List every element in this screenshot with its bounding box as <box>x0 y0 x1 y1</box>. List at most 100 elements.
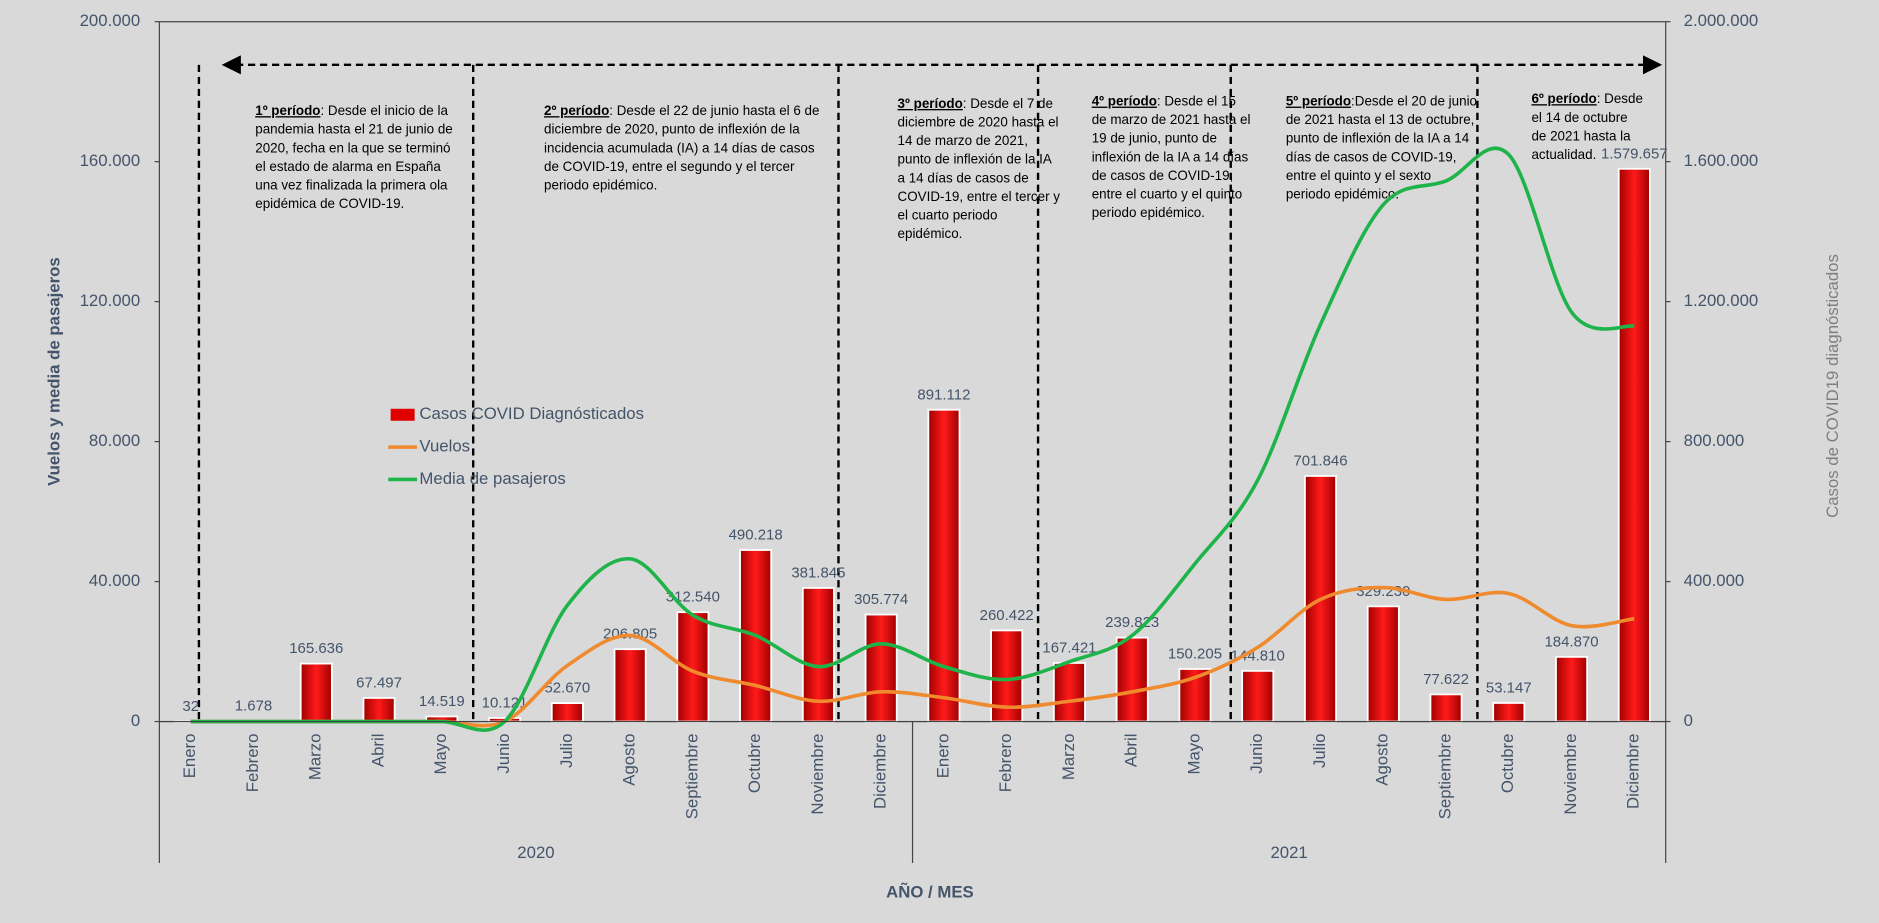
annotation-label: 2º período <box>544 103 609 118</box>
x-tick-label: Agosto <box>1373 734 1392 786</box>
data-label: 305.774 <box>854 591 908 608</box>
annotation-text: : Desde <box>1597 91 1643 106</box>
annotation-line: diciembre de 2020, punto de inflexión de… <box>544 122 800 137</box>
x-tick-label: Febrero <box>243 734 262 793</box>
x-tick-label: Abril <box>1122 734 1141 768</box>
y-tick-label: 80.000 <box>89 431 140 450</box>
y2-tick-label: 1.200.000 <box>1684 291 1759 310</box>
data-label: 144.810 <box>1231 647 1285 664</box>
x-tick-label: Abril <box>368 734 387 768</box>
data-label: 184.870 <box>1544 633 1598 650</box>
annotation-line: COVID-19, entre el tercer y <box>898 189 1061 204</box>
x-tick-label: Noviembre <box>808 734 827 815</box>
annotation-line: una vez finalizada la primera ola <box>255 177 448 192</box>
x-axis-label: AÑO / MES <box>886 881 974 901</box>
legend-swatch <box>390 408 415 421</box>
annotation-line: de casos de COVID-19, <box>1092 168 1234 183</box>
annotation-line: de COVID-19, entre el segundo y el terce… <box>544 159 795 174</box>
y2-axis-label: Casos de COVID19 diagnósticados <box>1823 254 1842 518</box>
annotation-line: el 14 de octubre <box>1531 110 1627 125</box>
x-tick-label: Enero <box>933 734 952 779</box>
annotation-line: periodo epidémico. <box>544 177 657 192</box>
annotation-line: el estado de alarma en España <box>255 159 441 174</box>
x-tick-label: Mayo <box>431 734 450 775</box>
annotation-line: punto de inflexión de la IA <box>898 152 1052 167</box>
x-tick-label: Julio <box>557 734 576 768</box>
year-label: 2020 <box>517 843 554 862</box>
annotation-line: periodo epidémico. <box>1092 205 1205 220</box>
annotation-line: pandemia hasta el 21 de junio de <box>255 122 453 137</box>
bar <box>1555 655 1589 723</box>
bar <box>927 408 961 723</box>
bar <box>613 648 647 723</box>
x-tick-label: Noviembre <box>1561 734 1580 815</box>
x-tick-label: Agosto <box>620 734 639 786</box>
annotation-line: de 2021 hasta la <box>1531 128 1631 143</box>
data-label: 260.422 <box>980 607 1034 624</box>
annotation-line: incidencia acumulada (IA) a 14 días de c… <box>544 140 815 155</box>
bar <box>1492 702 1526 723</box>
y-tick-label: 160.000 <box>80 151 141 170</box>
x-tick-label: Marzo <box>1059 734 1078 781</box>
annotation-line: 2020, fecha en la que se terminó <box>255 140 450 155</box>
line <box>190 585 1635 728</box>
annotation-text: :Desde el 20 de junio <box>1351 94 1477 109</box>
annotation-label: 1º período <box>255 103 320 118</box>
y-tick-label: 0 <box>131 711 140 730</box>
y-tick-label: 120.000 <box>80 291 141 310</box>
data-label: 77.622 <box>1423 671 1469 688</box>
x-tick-label: Octubre <box>745 734 764 794</box>
annotation-text: : Desde el 7 de <box>963 96 1053 111</box>
annotation-text: : Desde el 15 <box>1157 94 1236 109</box>
annotation-label: 6º período <box>1531 91 1596 106</box>
annotation-text: : Desde el 22 de junio hasta el 6 de <box>609 103 819 118</box>
data-label: 1.678 <box>235 698 272 715</box>
bar <box>1617 167 1651 723</box>
data-label: 701.846 <box>1293 453 1347 470</box>
annotation-line: inflexión de la IA a 14 días <box>1092 149 1249 164</box>
y-tick-label: 200.000 <box>80 11 141 30</box>
annotation-line: 5º período:Desde el 20 de junio <box>1286 94 1477 109</box>
x-tick-label: Junio <box>1247 734 1266 774</box>
annotation-line: 1º período: Desde el inicio de la <box>255 103 448 118</box>
x-tick-label: Septiembre <box>682 734 701 820</box>
bar <box>1241 669 1275 723</box>
y-tick-label: 40.000 <box>89 571 140 590</box>
year-label: 2021 <box>1270 843 1307 862</box>
annotation-line: 4º período: Desde el 15 <box>1092 94 1236 109</box>
legend-label: Vuelos <box>419 437 470 456</box>
x-tick-label: Diciembre <box>1624 734 1643 809</box>
bar <box>1052 662 1086 723</box>
line <box>190 146 1635 732</box>
data-label: 1.579.657 <box>1601 145 1668 162</box>
x-tick-label: Junio <box>494 734 513 774</box>
bar <box>1429 693 1463 723</box>
x-tick-label: Octubre <box>1498 734 1517 794</box>
bar <box>1115 636 1149 723</box>
bar <box>362 697 396 723</box>
x-tick-label: Mayo <box>1184 734 1203 775</box>
annotation-line: de marzo de 2021 hasta el <box>1092 112 1251 127</box>
annotation-line: periodo epidémico. <box>1286 186 1399 201</box>
bar <box>864 613 898 723</box>
y2-tick-label: 0 <box>1684 711 1693 730</box>
annotation-label: 4º período <box>1092 94 1157 109</box>
data-label: 52.670 <box>544 680 590 697</box>
legend-label: Media de pasajeros <box>419 469 565 488</box>
annotation-line: punto de inflexión de la IA a 14 <box>1286 131 1470 146</box>
annotation-line: de 2021 hasta el 13 de octubre, <box>1286 112 1475 127</box>
annotation-line: días de casos de COVID-19, <box>1286 149 1457 164</box>
y2-tick-label: 400.000 <box>1684 571 1745 590</box>
x-tick-label: Febrero <box>996 734 1015 793</box>
x-tick-label: Julio <box>1310 734 1329 768</box>
x-tick-label: Septiembre <box>1435 734 1454 820</box>
bar <box>550 702 584 723</box>
y-axis-label: Vuelos y media de pasajeros <box>45 257 64 486</box>
bar <box>299 662 333 723</box>
data-label: 891.112 <box>917 386 970 403</box>
annotation-line: epidémico. <box>898 226 963 241</box>
annotation-line: 3º período: Desde el 7 de <box>898 96 1053 111</box>
annotation-line: 14 de marzo de 2021, <box>898 133 1028 148</box>
annotation-line: diciembre de 2020 hasta el <box>898 115 1059 130</box>
data-label: 32 <box>182 698 199 715</box>
